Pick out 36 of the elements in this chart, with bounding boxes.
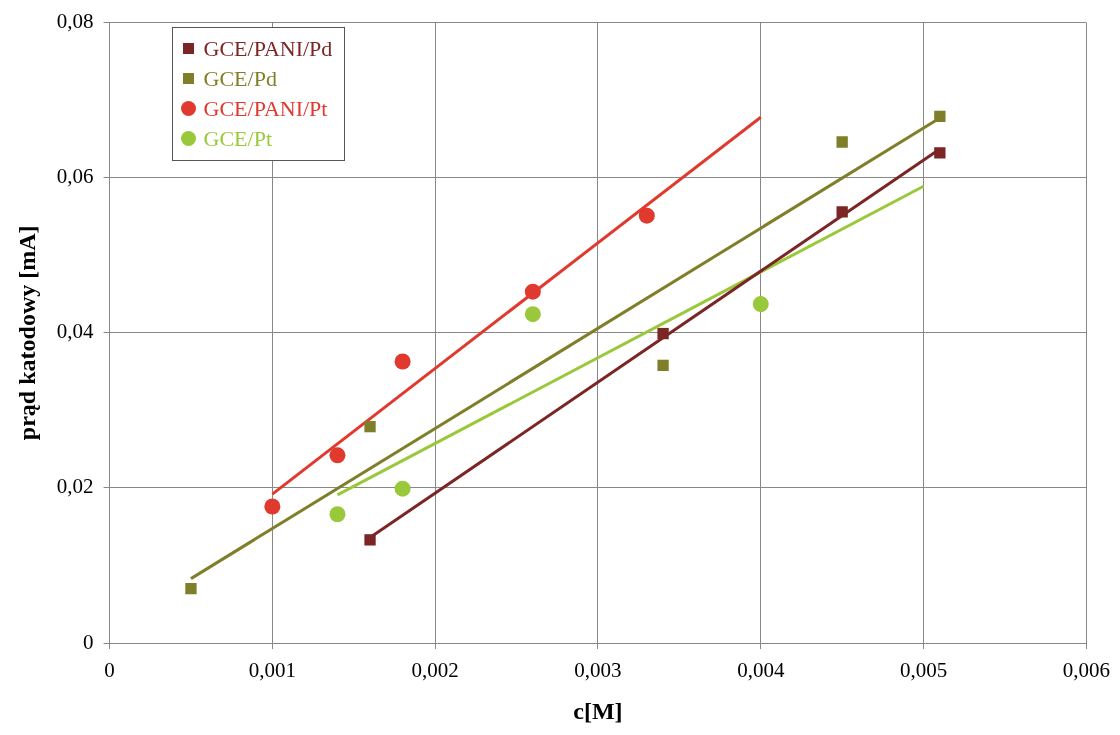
point [264, 498, 281, 515]
x-tick-label: 0,005 [899, 658, 948, 683]
legend-label: GCE/PANI/Pt [203, 94, 328, 123]
point [752, 296, 769, 313]
point [185, 583, 197, 595]
point [836, 206, 848, 218]
y-tick-label: 0,08 [56, 9, 94, 34]
y-axis-title: prąd katodowy [mA] [13, 225, 40, 441]
legend-label: GCE/PANI/Pd [203, 34, 333, 63]
x-tick-label: 0,001 [248, 658, 296, 683]
point [524, 283, 541, 300]
y-tick-label: 0,06 [56, 164, 94, 189]
point [364, 534, 376, 546]
legend-label: GCE/Pt [203, 124, 273, 153]
x-tick-label: 0,006 [1062, 658, 1110, 683]
y-tick-label: 0 [83, 629, 94, 654]
legend-label: GCE/Pd [203, 64, 277, 93]
point [329, 506, 346, 523]
point [394, 353, 411, 370]
point [934, 110, 946, 123]
point [657, 359, 669, 372]
y-tick-label: 0,02 [56, 474, 94, 499]
x-axis-title: c[M] [573, 697, 623, 724]
point [934, 147, 946, 159]
x-tick-label: 0,004 [737, 658, 785, 683]
point [524, 306, 541, 323]
point [836, 136, 848, 148]
point [364, 420, 376, 433]
point [657, 327, 669, 340]
point [394, 480, 411, 497]
x-tick-label: 0,002 [411, 658, 459, 683]
x-tick-label: 0,003 [574, 658, 622, 683]
x-tick-label: 0 [104, 658, 115, 683]
point [329, 447, 346, 464]
y-tick-label: 0,04 [56, 319, 95, 344]
point [638, 207, 655, 224]
